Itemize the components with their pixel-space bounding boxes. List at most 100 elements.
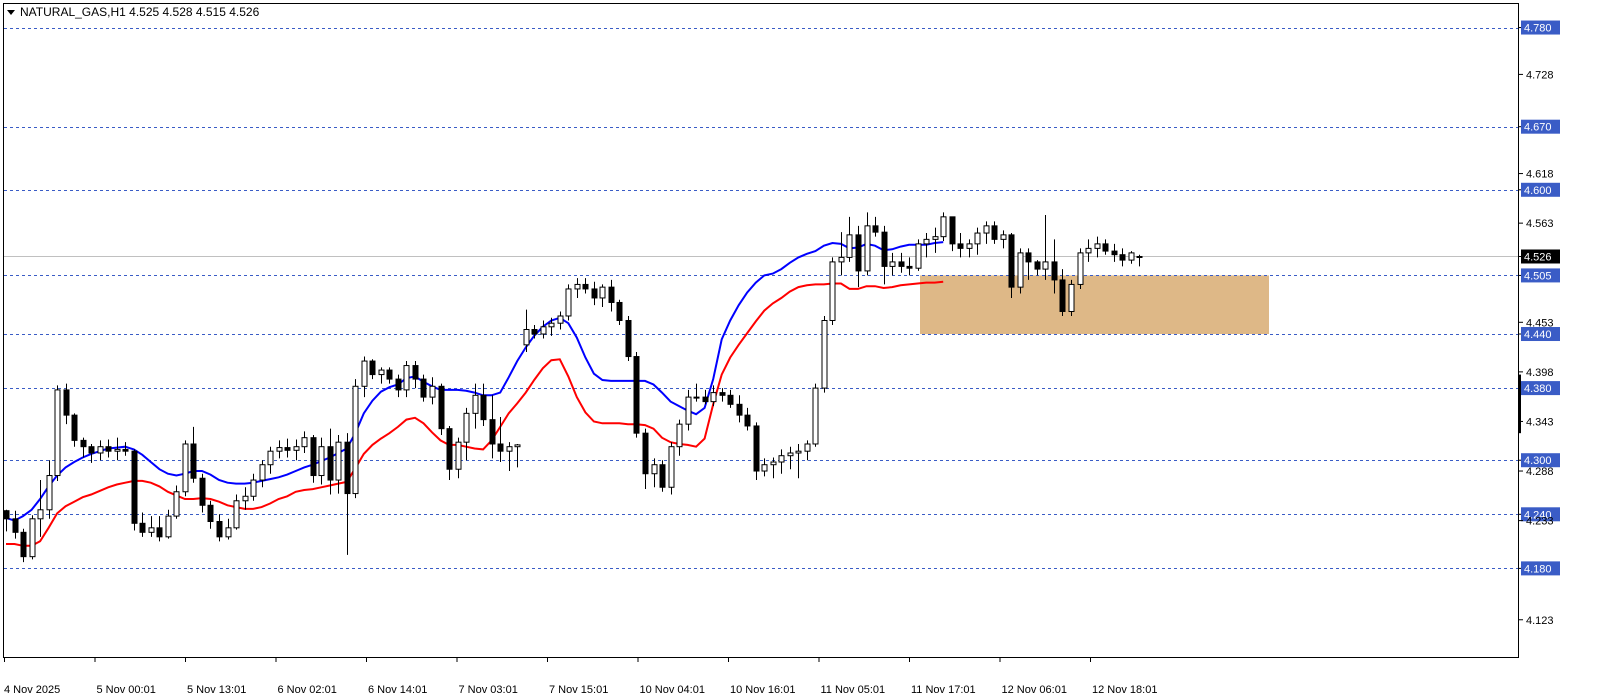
candle — [361, 356, 368, 398]
candle — [199, 473, 206, 513]
candle-body-bull — [276, 447, 283, 452]
candle-body-bear — [88, 446, 95, 454]
candle — [531, 325, 538, 339]
candle — [80, 437, 87, 458]
candle-body-bear — [420, 378, 427, 398]
candle — [225, 518, 232, 540]
candle — [565, 284, 572, 321]
candle-body-bull — [318, 446, 325, 477]
candle — [949, 216, 956, 252]
candle — [182, 440, 189, 497]
candle — [770, 457, 777, 479]
candle — [497, 416, 504, 463]
candle — [957, 233, 964, 258]
candle — [242, 487, 249, 510]
y-tick-label: 4.780 — [1524, 23, 1552, 35]
candle-body-bull — [846, 234, 853, 258]
candle — [804, 440, 811, 461]
y-tick-label: 4.343 — [1526, 416, 1554, 428]
candle-body-bear — [122, 448, 129, 452]
candle-body-bull — [710, 392, 717, 403]
candle-body-bull — [506, 446, 513, 452]
candle-body-bear — [1051, 261, 1058, 281]
candle — [1077, 248, 1084, 289]
candle-body-bull — [1094, 243, 1101, 249]
moving-average-blue — [5, 241, 944, 522]
candle-body-bull — [668, 446, 675, 488]
candle — [915, 239, 922, 271]
candle — [702, 389, 709, 405]
candle-body-bull — [923, 238, 930, 245]
candle — [71, 413, 78, 447]
x-tick-label: 10 Nov 04:01 — [640, 684, 705, 696]
candle-body-bear — [633, 356, 640, 434]
y-tick-label: 4.453 — [1526, 317, 1554, 329]
candle — [412, 361, 419, 389]
candle — [438, 383, 445, 435]
level-price-tag — [1521, 182, 1560, 197]
candle — [284, 438, 291, 458]
candle-body-bull — [804, 443, 811, 452]
candle-body-bear — [736, 403, 743, 416]
candle — [267, 446, 274, 474]
candle-body-bull — [1068, 283, 1075, 312]
candle — [1042, 215, 1049, 280]
y-tick-label: 4.728 — [1526, 69, 1554, 81]
candle-body-bear — [531, 329, 538, 335]
candle — [97, 440, 104, 461]
candle-body-bear — [1111, 250, 1118, 256]
candle — [864, 212, 871, 276]
candle — [480, 383, 487, 426]
candle-body-bear — [957, 243, 964, 249]
candle-body-bear — [1059, 279, 1066, 312]
candle — [310, 434, 317, 483]
candle-body-bull — [761, 464, 768, 472]
candle — [148, 516, 155, 537]
x-tick-label: 7 Nov 15:01 — [549, 684, 608, 696]
y-tick-label: 4.300 — [1524, 455, 1552, 467]
candle-body-bull — [114, 448, 121, 452]
candle-body-bear — [310, 437, 317, 477]
price-zone — [920, 275, 1269, 335]
candle-body-bull — [37, 509, 44, 520]
candle — [29, 515, 36, 560]
y-tick-label: 4.288 — [1526, 466, 1554, 478]
candle — [608, 279, 615, 312]
level-price-tag — [1521, 119, 1560, 134]
candle-body-bull — [242, 495, 249, 502]
candle-body-bull — [821, 319, 828, 389]
candle-body-bear — [327, 446, 334, 481]
candle — [940, 212, 947, 242]
candle — [420, 374, 427, 402]
candle — [557, 311, 564, 330]
candle — [156, 516, 163, 542]
x-tick-label: 5 Nov 13:01 — [187, 684, 246, 696]
candle — [659, 460, 666, 492]
y-tick-label: 4.233 — [1526, 516, 1554, 528]
level-price-tag — [1521, 561, 1560, 576]
candle-body-bull — [54, 389, 61, 477]
candle — [301, 431, 308, 453]
candle — [991, 221, 998, 244]
candle-body-bull — [974, 232, 981, 245]
x-tick-label: 12 Nov 06:01 — [1002, 684, 1067, 696]
candle-body-bull — [225, 527, 232, 538]
candle-body-bull — [1017, 252, 1024, 288]
candle — [429, 377, 436, 405]
dropdown-arrow-icon[interactable] — [7, 10, 15, 15]
candle-body-bull — [29, 518, 36, 558]
candle-body-bull — [940, 216, 947, 238]
candle-body-bear — [207, 504, 214, 523]
candle — [1111, 243, 1118, 262]
candle — [1119, 248, 1126, 267]
candle — [1128, 251, 1135, 264]
candle-body-bear — [412, 365, 419, 380]
candle-body-bull — [378, 369, 385, 376]
candle — [63, 383, 70, 425]
candle-body-bear — [71, 414, 78, 441]
candle — [582, 278, 589, 294]
candle — [889, 252, 896, 276]
candle-body-bull — [182, 443, 189, 493]
x-tick-label: 6 Nov 14:01 — [368, 684, 427, 696]
